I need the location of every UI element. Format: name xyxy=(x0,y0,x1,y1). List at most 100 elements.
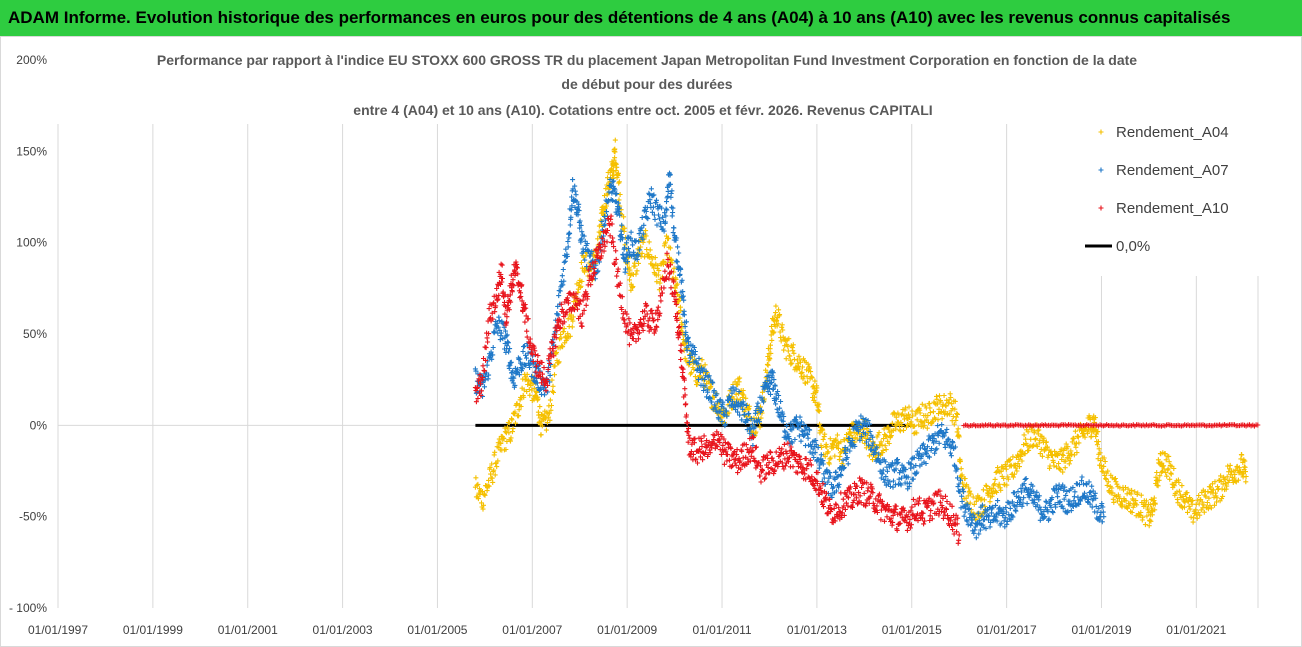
a07-point xyxy=(561,278,567,284)
a07-point xyxy=(684,347,690,353)
a04-point xyxy=(1016,456,1022,462)
a04-point xyxy=(1056,461,1062,466)
a07-point xyxy=(623,266,628,272)
a10-point xyxy=(661,285,667,291)
a10-point xyxy=(676,324,682,329)
a10-point xyxy=(626,342,632,348)
report-banner: ADAM Informe. Evolution historique des p… xyxy=(0,0,1302,36)
x-tick-label: 01/01/1997 xyxy=(28,623,88,637)
a10-point xyxy=(608,213,614,219)
a04-point xyxy=(828,455,834,461)
a04-point xyxy=(975,495,981,501)
a07-point xyxy=(711,388,717,393)
a04-point xyxy=(1201,509,1207,515)
a04-point xyxy=(494,464,500,470)
y-tick-label: -50% xyxy=(19,510,47,524)
a07-point xyxy=(664,207,670,213)
a04-point xyxy=(626,265,632,271)
a10-point xyxy=(795,470,801,476)
a04-point xyxy=(794,367,800,373)
a10-point xyxy=(943,493,948,499)
a10-point xyxy=(581,307,587,313)
a10-point xyxy=(728,446,734,452)
a07-point xyxy=(925,444,930,450)
a07-point xyxy=(562,258,568,264)
a07-point xyxy=(1087,501,1093,507)
a04-point xyxy=(998,487,1004,493)
a04-point xyxy=(509,417,515,423)
a07-point xyxy=(768,391,773,397)
y-axis-ticks: 200% 150% 100% 50% 0% -50% - 100% xyxy=(9,53,47,615)
a04-point xyxy=(757,424,763,430)
a10-point xyxy=(598,253,604,259)
a04-point xyxy=(936,411,941,417)
a10-point xyxy=(522,319,528,325)
a07-point xyxy=(497,327,503,333)
a10-point xyxy=(748,453,754,459)
a10-point xyxy=(738,466,744,472)
a04-point xyxy=(1096,446,1102,452)
a07-point xyxy=(640,231,646,237)
a04-point xyxy=(810,391,816,397)
a04-point xyxy=(1125,505,1131,511)
a07-point xyxy=(815,444,821,450)
a07-point xyxy=(482,384,487,390)
a07-point xyxy=(965,502,971,508)
a10-point xyxy=(512,272,518,278)
x-tick-label: 01/01/2003 xyxy=(313,623,373,637)
a10-point xyxy=(527,340,533,346)
a07-point xyxy=(938,428,944,434)
a07-point xyxy=(1088,494,1094,499)
a04-point xyxy=(932,400,938,406)
a07-point xyxy=(866,442,872,448)
a04-point xyxy=(1014,468,1020,474)
a10-point xyxy=(813,487,819,493)
a04-point xyxy=(1006,458,1012,464)
a07-point xyxy=(565,239,571,244)
a04-point xyxy=(1205,506,1211,512)
a07-point xyxy=(979,513,985,519)
a10-point xyxy=(499,279,505,285)
a04-point xyxy=(1152,501,1158,507)
a10-point xyxy=(802,471,808,477)
a04-point xyxy=(524,371,530,377)
a10-point xyxy=(807,457,813,463)
a07-point xyxy=(936,440,942,446)
a07-point xyxy=(604,209,609,215)
a10-point xyxy=(864,480,870,486)
a10-point xyxy=(908,508,914,514)
a04-point xyxy=(1146,523,1152,529)
a04-point xyxy=(1015,461,1021,466)
a10-point xyxy=(821,504,826,510)
a04-point xyxy=(771,329,777,335)
a04-point xyxy=(964,482,970,488)
a07-point xyxy=(473,368,479,374)
a07-point xyxy=(997,505,1003,511)
a04-point xyxy=(1163,457,1169,463)
a07-point xyxy=(646,192,652,198)
a07-point xyxy=(673,258,679,264)
a07-point xyxy=(1049,495,1055,501)
a10-point xyxy=(674,311,680,317)
a07-point xyxy=(833,469,839,475)
a07-point xyxy=(933,438,939,444)
a07-point xyxy=(789,440,795,446)
a10-point xyxy=(750,435,756,441)
a10-point xyxy=(1255,422,1261,428)
a07-point xyxy=(920,441,926,447)
a07-point xyxy=(555,312,561,318)
a04-point xyxy=(909,408,915,414)
a07-point xyxy=(947,450,953,456)
a10-point xyxy=(790,464,796,470)
a04-point xyxy=(958,466,964,472)
a04-point xyxy=(1095,439,1101,445)
a07-point xyxy=(705,389,711,395)
a10-point xyxy=(473,399,479,405)
a07-point xyxy=(958,477,963,483)
a04-point xyxy=(737,375,743,381)
a04-point xyxy=(1097,450,1103,456)
a07-point xyxy=(1099,501,1105,506)
a07-point xyxy=(869,443,875,449)
a07-point xyxy=(1084,482,1090,488)
a07-point xyxy=(840,457,846,463)
